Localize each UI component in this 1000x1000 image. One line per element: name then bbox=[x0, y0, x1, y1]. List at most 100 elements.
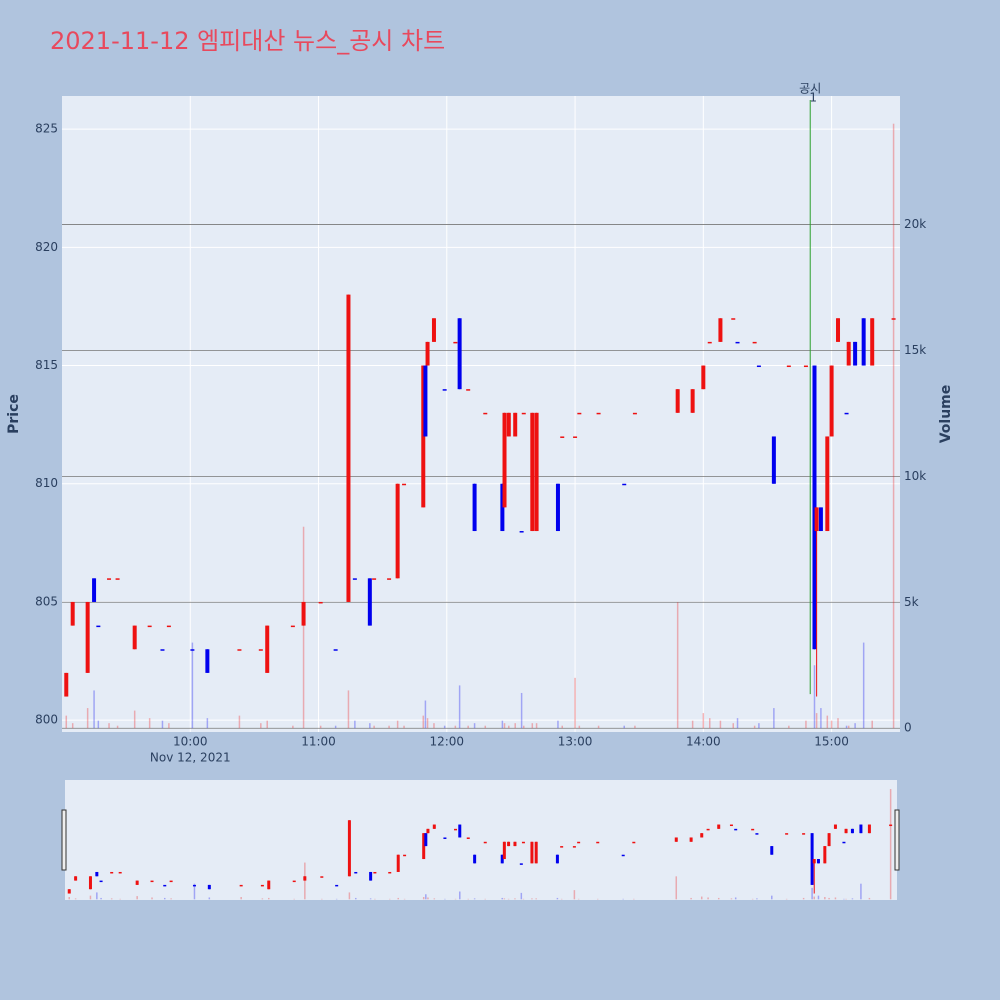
volume-bar bbox=[578, 725, 581, 729]
volume-bar bbox=[837, 718, 839, 729]
candle-body-mini bbox=[207, 884, 211, 890]
volume-bar-mini bbox=[889, 789, 892, 900]
candle-body-mini bbox=[335, 884, 339, 887]
volume-bar-mini bbox=[74, 898, 77, 900]
candle-body-mini bbox=[169, 880, 173, 883]
candle-body bbox=[632, 412, 637, 415]
candle-body-mini bbox=[403, 854, 407, 857]
volume-bar bbox=[597, 725, 600, 729]
candle-body-mini bbox=[560, 846, 564, 848]
volume-bar bbox=[454, 725, 457, 729]
volume-bar bbox=[302, 526, 305, 729]
candle-body-mini bbox=[369, 871, 373, 881]
candle-body bbox=[861, 318, 866, 366]
candle-body-mini bbox=[700, 833, 704, 838]
y-axis-label: Price bbox=[6, 394, 22, 434]
candle-body bbox=[622, 483, 627, 486]
volume-bar bbox=[830, 720, 833, 729]
candle-body-mini bbox=[443, 837, 447, 839]
candle-body bbox=[502, 412, 507, 508]
volume-bar-mini bbox=[355, 897, 357, 900]
volume-bar bbox=[133, 710, 136, 729]
volume-bar-mini bbox=[304, 862, 306, 900]
volume-bar-mini bbox=[531, 898, 533, 900]
candle-body-mini bbox=[502, 841, 506, 860]
x-tick-label: 12:00 bbox=[429, 735, 464, 749]
volume-bar bbox=[845, 725, 848, 729]
volume-bar-mini bbox=[828, 897, 830, 900]
candle-body bbox=[534, 412, 539, 532]
volume-bar bbox=[557, 720, 559, 729]
candle-body bbox=[836, 318, 841, 342]
range-handle[interactable] bbox=[894, 809, 900, 871]
candle-body bbox=[814, 507, 819, 532]
x-tick-label: 14:00 bbox=[686, 735, 721, 749]
volume-bar-mini bbox=[700, 896, 703, 900]
volume-bar bbox=[319, 725, 322, 729]
candle-body-mini bbox=[823, 846, 827, 864]
volume-bar-mini bbox=[425, 894, 427, 900]
candle-body bbox=[265, 625, 270, 673]
volume-bar bbox=[719, 720, 722, 729]
volume-bar-mini bbox=[845, 898, 847, 900]
y2-tick-label: 5k bbox=[904, 595, 919, 609]
candle-body-mini bbox=[844, 828, 848, 834]
candle-body bbox=[756, 365, 761, 368]
volume-bar-mini bbox=[556, 897, 559, 900]
candle-body-mini bbox=[689, 837, 693, 842]
volume-bar-mini bbox=[240, 897, 242, 900]
volume-bar-mini bbox=[422, 897, 425, 900]
volume-bar-mini bbox=[110, 898, 113, 900]
candle-body bbox=[560, 436, 565, 438]
volume-bar-mini bbox=[427, 897, 429, 900]
y2-tick-label: 0 bbox=[904, 721, 912, 735]
volume-bar bbox=[813, 665, 816, 729]
x-tick-label: 10:00 bbox=[173, 735, 208, 749]
volume-bar-mini bbox=[633, 898, 635, 900]
candle-body bbox=[500, 483, 505, 532]
candle-body bbox=[846, 341, 851, 366]
volume-bar-mini bbox=[96, 892, 98, 900]
volume-bar bbox=[426, 718, 429, 729]
volume-bar bbox=[753, 725, 756, 729]
plot-area bbox=[62, 96, 900, 732]
volume-bar bbox=[292, 725, 294, 729]
candle-body bbox=[818, 507, 823, 532]
volume-bar bbox=[206, 718, 209, 729]
y2-tick-label: 15k bbox=[904, 343, 926, 357]
candle-body bbox=[453, 341, 458, 344]
y2-axis-label: Volume bbox=[938, 385, 954, 444]
volume-bar-mini bbox=[817, 895, 820, 900]
volume-bar bbox=[422, 715, 425, 729]
range-slider[interactable] bbox=[65, 780, 897, 900]
candle-body-mini bbox=[267, 880, 271, 890]
volume-bar bbox=[820, 708, 822, 729]
candle-body-mini bbox=[320, 876, 324, 878]
candle-body bbox=[829, 365, 834, 437]
candle-body bbox=[735, 341, 740, 344]
candle-body bbox=[483, 412, 488, 415]
candle-body bbox=[301, 601, 306, 626]
candle-body bbox=[812, 365, 817, 650]
candle-body bbox=[891, 318, 896, 320]
volume-bar bbox=[854, 723, 856, 729]
volume-bar bbox=[708, 718, 711, 729]
volume-bar-mini bbox=[824, 897, 826, 900]
volume-bar bbox=[676, 602, 679, 729]
candle-body bbox=[701, 365, 706, 390]
volume-bar bbox=[634, 725, 636, 729]
range-handle[interactable] bbox=[61, 809, 67, 871]
volume-bar-mini bbox=[522, 898, 525, 900]
candle-body bbox=[425, 341, 430, 366]
candle-body-mini bbox=[422, 833, 426, 860]
candle-body-mini bbox=[192, 884, 196, 887]
volume-bar bbox=[805, 720, 807, 729]
candle-body bbox=[506, 412, 511, 437]
volume-bar-mini bbox=[503, 898, 506, 900]
volume-bar-mini bbox=[261, 898, 264, 900]
volume-bar-mini bbox=[622, 898, 624, 900]
candle-body bbox=[513, 412, 518, 437]
volume-bar-mini bbox=[388, 898, 391, 900]
volume-bar bbox=[508, 725, 510, 729]
candle-body-mini bbox=[833, 824, 837, 829]
